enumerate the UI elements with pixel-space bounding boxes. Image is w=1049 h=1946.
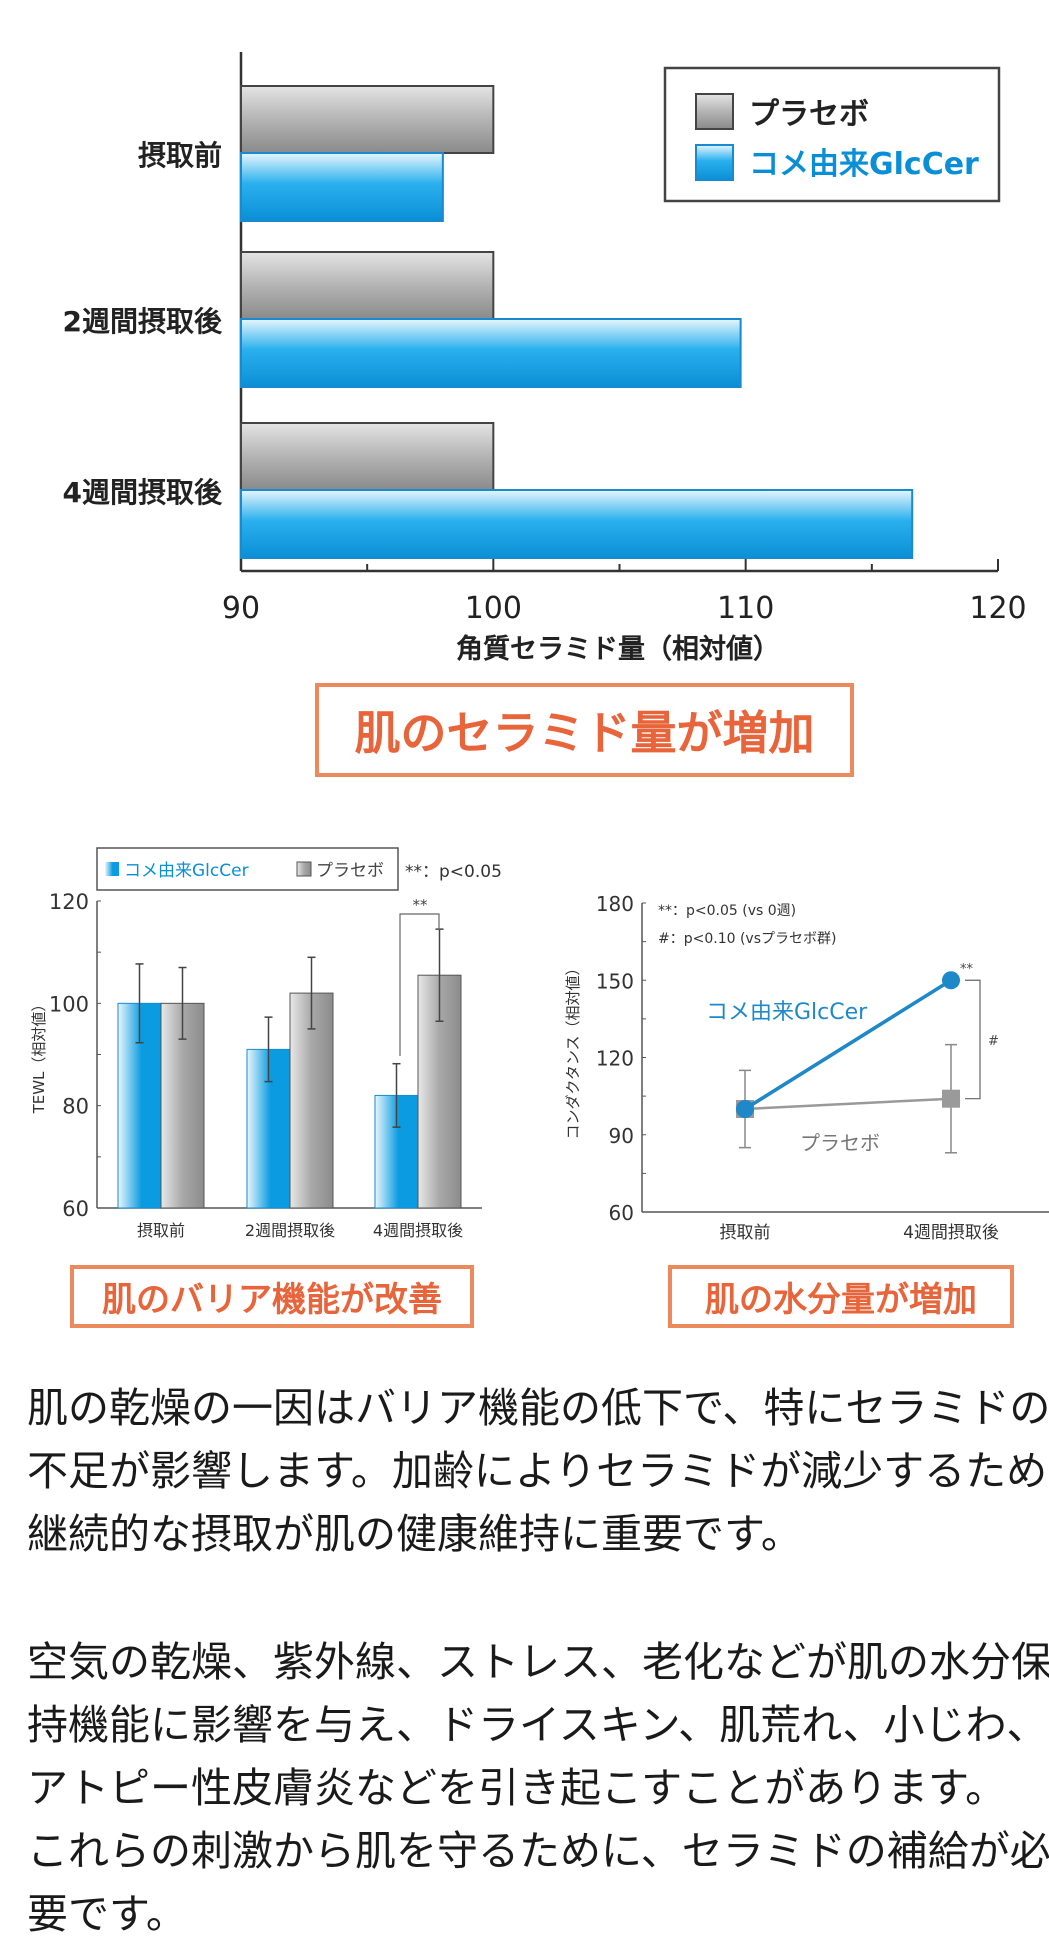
legend-label-glccer: コメ由来GlcCer [124, 861, 249, 881]
y-tick-label: 60 [62, 1197, 89, 1221]
line-glccer [744, 978, 952, 1111]
paragraph-line: これらの刺激から肌を守るために、セラミドの補給が必 [27, 1827, 1049, 1875]
bar-glccer [240, 489, 914, 559]
significance-mark: ** [960, 962, 974, 977]
y-axis-label: コンダクタンス（相対値） [564, 960, 582, 1139]
x-tick-label: 110 [717, 591, 774, 626]
legend-label-glccer: コメ由来GlcCer [749, 147, 979, 182]
y-tick-label: 100 [49, 992, 89, 1016]
paragraph-line: アトピー性皮膚炎などを引き起こすことがあります。 [27, 1764, 1007, 1812]
category-label: 摂取前 [720, 1223, 771, 1243]
y-tick-label: 120 [49, 890, 89, 914]
legend-box [96, 847, 399, 891]
bar-glccer [240, 152, 444, 222]
x-axis-label: 角質セラミド量（相対値） [456, 633, 780, 665]
legend-swatch-placebo [695, 93, 734, 130]
category-label: 2週間摂取後 [63, 305, 223, 338]
category-label: 4週間摂取後 [373, 1221, 463, 1240]
y-tick-label: 180 [596, 892, 634, 916]
category-label: 4週間摂取後 [903, 1223, 999, 1243]
significance-note: #：p<0.10 (vsプラセボ群) [658, 931, 836, 947]
paragraph-line: 継続的な摂取が肌の健康維持に重要です。 [27, 1510, 802, 1558]
paragraph-2: 空気の乾燥、紫外線、ストレス、老化などが肌の水分保 持機能に影響を与え、ドライスキ… [27, 1631, 1049, 1946]
paragraph-line: 要です。 [27, 1890, 187, 1938]
significance-mark: # [988, 1034, 999, 1049]
point-glccer [942, 971, 960, 990]
tewl-bar-chart: 60 80 100 120 TEWL（相対値） 摂取前 2週間摂取後 4週間摂取後 ** コメ由来… [30, 847, 502, 1240]
category-label: 摂取前 [137, 1221, 185, 1240]
conductance-line-chart: 60 90 120 150 180 コンダクタンス（相対値） 摂取前 4週間摂取後 **：p<0… [564, 892, 1049, 1243]
x-tick-label: 90 [222, 591, 260, 626]
bar-placebo [240, 251, 495, 320]
category-label: 摂取前 [138, 139, 222, 172]
paragraph-line: 肌の乾燥の一因はバリア機能の低下で、特にセラミドの [27, 1384, 1049, 1432]
legend-label-placebo: プラセボ [749, 97, 869, 132]
series-label-placebo: プラセボ [800, 1131, 880, 1155]
bar-glccer [240, 318, 742, 388]
significance-note: **：p<0.05 [405, 862, 502, 882]
callout-ceramide: 肌のセラミド量が増加 [315, 683, 854, 777]
legend-swatch-glccer [105, 862, 119, 876]
paragraph-line: 持機能に影響を与え、ドライスキン、肌荒れ、小じわ、 [27, 1701, 1048, 1749]
legend-label-placebo: プラセボ [316, 861, 384, 881]
significance-bracket [965, 979, 981, 1100]
ceramide-bar-chart: 90 100 110 120 角質セラミド量（相対値） 摂取前 2週間摂取後 4週間摂取後 プラ… [63, 52, 1027, 665]
series-label-glccer: コメ由来GlcCer [706, 1000, 868, 1025]
legend-swatch-placebo [296, 861, 312, 877]
significance-bracket [399, 913, 440, 1056]
point-placebo [942, 1089, 960, 1108]
callout-barrier: 肌のバリア機能が改善 [70, 1265, 474, 1328]
y-tick-label: 80 [62, 1095, 89, 1119]
paragraph-1: 肌の乾燥の一因はバリア機能の低下で、特にセラミドの 不足が影響します。加齢によりセ… [27, 1377, 1049, 1566]
x-tick-label: 120 [969, 591, 1026, 626]
y-tick-label: 60 [609, 1201, 634, 1225]
bar-placebo [240, 422, 495, 491]
callout-moisture: 肌の水分量が増加 [668, 1265, 1014, 1328]
significance-mark: ** [413, 896, 429, 914]
paragraph-line: 空気の乾燥、紫外線、ストレス、老化などが肌の水分保 [27, 1638, 1049, 1686]
paragraph-line: 不足が影響します。加齢によりセラミドが減少するため、 [27, 1447, 1049, 1495]
bar-placebo [240, 85, 495, 154]
significance-note: **：p<0.05 (vs 0週) [658, 903, 796, 919]
x-tick-label: 100 [465, 591, 522, 626]
point-glccer [736, 1100, 754, 1118]
y-tick-label: 150 [596, 969, 634, 993]
legend-swatch-glccer [695, 144, 734, 181]
category-label: 2週間摂取後 [245, 1221, 335, 1240]
y-tick-label: 120 [596, 1047, 634, 1071]
y-axis-label: TEWL（相対値） [30, 997, 48, 1115]
y-tick-label: 90 [609, 1124, 634, 1148]
category-label: 4週間摂取後 [63, 476, 223, 509]
line-placebo [744, 1097, 952, 1111]
